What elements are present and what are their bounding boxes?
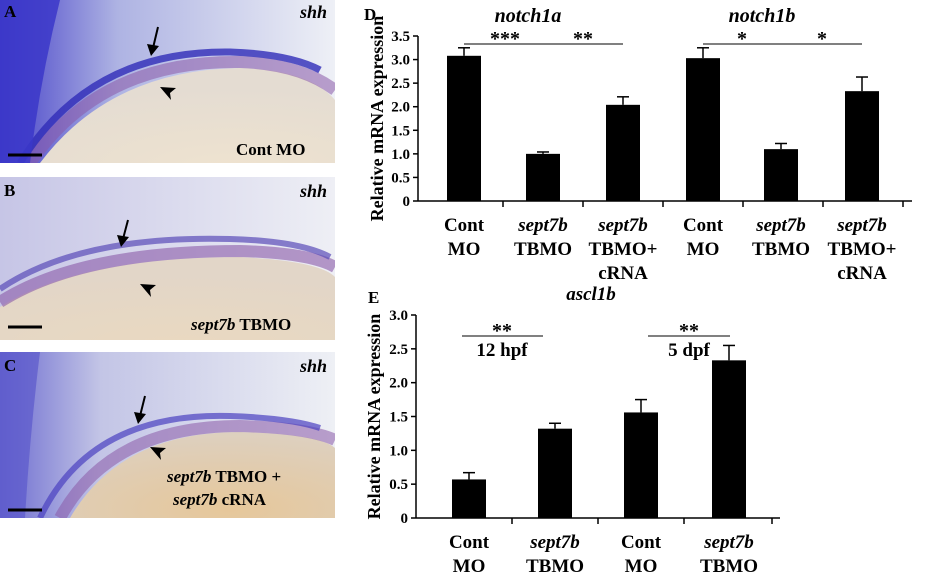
chart-title: ascl1b	[566, 284, 616, 305]
micrograph-panel-c	[0, 352, 335, 518]
y-tick-label: 2.0	[391, 100, 410, 116]
y-tick-label: 2.5	[391, 76, 410, 92]
category-label: MO	[687, 239, 720, 260]
arrow-head-icon	[117, 235, 129, 247]
arrow-icon	[122, 219, 129, 240]
y-tick-label: 3.0	[391, 53, 410, 69]
annotation-overlay-b	[8, 219, 156, 329]
bar	[606, 104, 640, 201]
category-label: MO	[448, 239, 481, 260]
condition-label-b-gene: sept7b	[191, 315, 236, 334]
y-tick-label: 0	[403, 194, 411, 210]
bar	[624, 412, 658, 518]
condition-label-b: sept7b TBMO	[191, 315, 291, 335]
group-label: notch1b	[729, 5, 796, 27]
gene-label-b: shh	[300, 181, 328, 201]
y-tick-label: 2.5	[389, 342, 408, 358]
bar	[845, 91, 879, 201]
condition-label-b-rest: TBMO	[235, 315, 292, 334]
significance-marker: *	[737, 28, 747, 50]
category-label: Cont	[449, 532, 490, 553]
bar	[447, 55, 481, 201]
condition-label-c-line2-rest: cRNA	[217, 490, 267, 509]
panel-label-d: D	[364, 5, 376, 24]
arrowhead-icon	[160, 87, 176, 100]
significance-marker: ***	[490, 28, 520, 50]
group-label: notch1a	[495, 5, 562, 27]
y-tick-label: 0.5	[389, 477, 408, 493]
bar	[686, 58, 720, 202]
y-tick-label: 1.0	[389, 443, 408, 459]
group-label: 5 dpf	[668, 340, 710, 361]
category-label: MO	[453, 556, 486, 577]
panel-label-c: C	[4, 356, 17, 375]
bar	[538, 428, 572, 518]
category-label: Cont	[621, 532, 662, 553]
category-label: sept7b	[517, 215, 568, 236]
category-label: cRNA	[837, 263, 887, 284]
bar	[712, 360, 746, 518]
condition-label-c-line1: sept7b TBMO +	[167, 467, 281, 487]
arrowhead-icon	[140, 284, 156, 297]
micrograph-panel-a	[0, 0, 335, 163]
gene-label-a: shh	[300, 2, 328, 22]
significance-marker: *	[817, 28, 827, 50]
gene-label-c: shh	[300, 356, 328, 376]
y-tick-label: 2.0	[389, 376, 408, 392]
y-tick-label: 3.5	[391, 29, 410, 45]
category-label: TBMO	[752, 239, 810, 260]
panel-label-b: B	[4, 181, 16, 200]
micrograph-panel-b	[0, 177, 335, 340]
condition-label-c-line2: sept7b cRNA	[173, 490, 266, 510]
y-tick-label: 1.0	[391, 147, 410, 163]
category-label: sept7b	[836, 215, 887, 236]
category-label: TBMO	[526, 556, 584, 577]
category-label: sept7b	[597, 215, 648, 236]
annotation-overlay-a	[8, 26, 176, 157]
category-label: TBMO	[514, 239, 572, 260]
arrow-icon	[139, 395, 146, 417]
arrow-head-icon	[134, 412, 146, 424]
category-label: TBMO	[700, 556, 758, 577]
bar	[526, 153, 560, 201]
arrow-icon	[152, 26, 159, 49]
category-label: sept7b	[703, 532, 754, 553]
condition-label-c-line1-gene: sept7b	[167, 467, 212, 486]
y-tick-label: 0	[401, 511, 409, 527]
bar	[764, 149, 798, 201]
arrowhead-icon	[150, 447, 166, 460]
category-label: TBMO+	[828, 239, 897, 260]
condition-label-a: Cont MO	[236, 140, 306, 159]
category-label: cRNA	[598, 263, 648, 284]
category-label: Cont	[683, 215, 724, 236]
y-axis-label: Relative mRNA expression	[367, 16, 387, 222]
category-label: Cont	[444, 215, 485, 236]
category-label: MO	[625, 556, 658, 577]
significance-marker: **	[573, 28, 593, 50]
condition-label-c-line1-rest: TBMO +	[211, 467, 282, 486]
y-tick-label: 1.5	[389, 410, 408, 426]
group-label: 12 hpf	[476, 340, 528, 361]
condition-label-c-line2-gene: sept7b	[173, 490, 218, 509]
significance-marker: **	[679, 320, 699, 342]
y-tick-label: 0.5	[391, 170, 410, 186]
category-label: sept7b	[755, 215, 806, 236]
panel-label-e: E	[368, 288, 379, 307]
significance-marker: **	[492, 320, 512, 342]
arrow-head-icon	[147, 44, 159, 56]
category-label: sept7b	[529, 532, 580, 553]
y-tick-label: 3.0	[389, 308, 408, 324]
category-label: TBMO+	[589, 239, 658, 260]
annotation-overlay-c	[8, 395, 166, 512]
panel-label-a: A	[4, 2, 17, 21]
y-tick-label: 1.5	[391, 123, 410, 139]
bar	[452, 479, 486, 518]
y-axis-label: Relative mRNA expression	[364, 314, 384, 520]
